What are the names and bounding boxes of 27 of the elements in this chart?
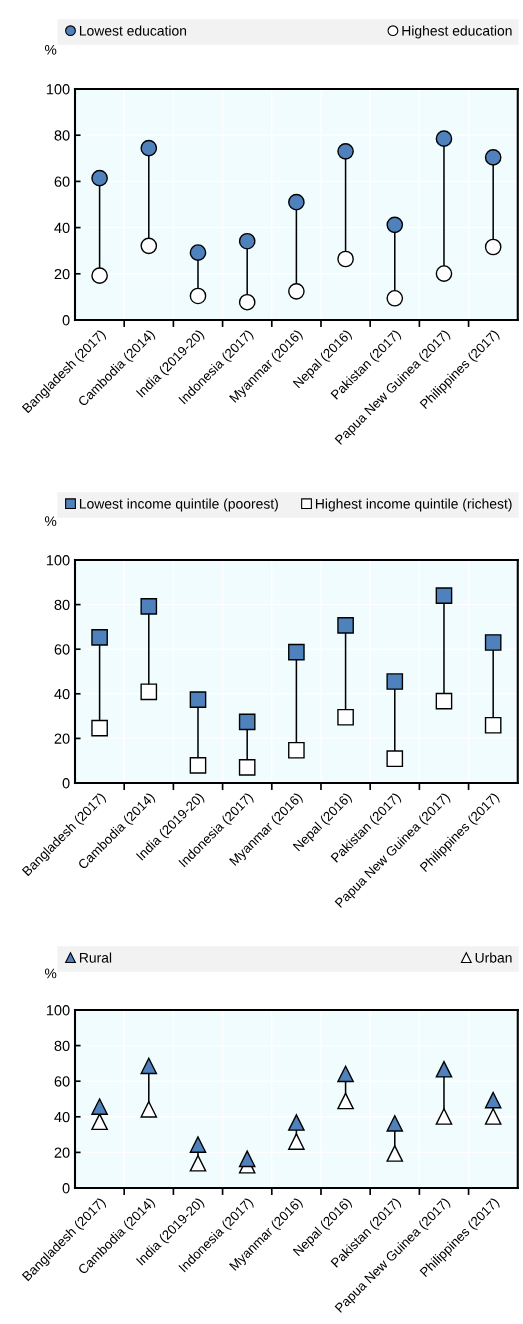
y-tick-label: 40 <box>54 222 70 234</box>
y-tick-label: 0 <box>62 1183 70 1194</box>
y-tick-label: 20 <box>54 268 70 280</box>
y-tick-label: 60 <box>54 644 70 655</box>
y-tick-label: 0 <box>62 315 70 326</box>
y-tick-label: 20 <box>54 733 70 744</box>
y-axis-title: % <box>44 516 57 527</box>
y-tick-label: 80 <box>54 1040 70 1052</box>
y-tick-label: 0 <box>62 778 70 789</box>
legend-label: Highest education <box>402 25 512 39</box>
legend-label: Lowest education <box>79 25 187 36</box>
y-tick-label: 100 <box>46 84 70 95</box>
legend-label: Highest income quintile (richest) <box>315 498 512 512</box>
y-axis-title: % <box>44 968 57 979</box>
y-tick-label: 60 <box>54 1076 70 1087</box>
y-tick-label: 100 <box>46 555 70 566</box>
legend-label: Rural <box>79 952 112 963</box>
y-tick-label: 20 <box>54 1147 70 1158</box>
y-axis-title: % <box>44 44 57 55</box>
y-tick-label: 100 <box>46 1005 70 1016</box>
y-tick-label: 80 <box>54 130 70 141</box>
legend-label: Lowest income quintile (poorest) <box>79 498 278 512</box>
y-tick-label: 80 <box>54 599 70 611</box>
y-tick-label: 60 <box>54 176 70 187</box>
y-tick-label: 40 <box>54 1111 70 1123</box>
legend-label: Urban <box>475 952 512 963</box>
y-tick-label: 40 <box>54 688 70 700</box>
